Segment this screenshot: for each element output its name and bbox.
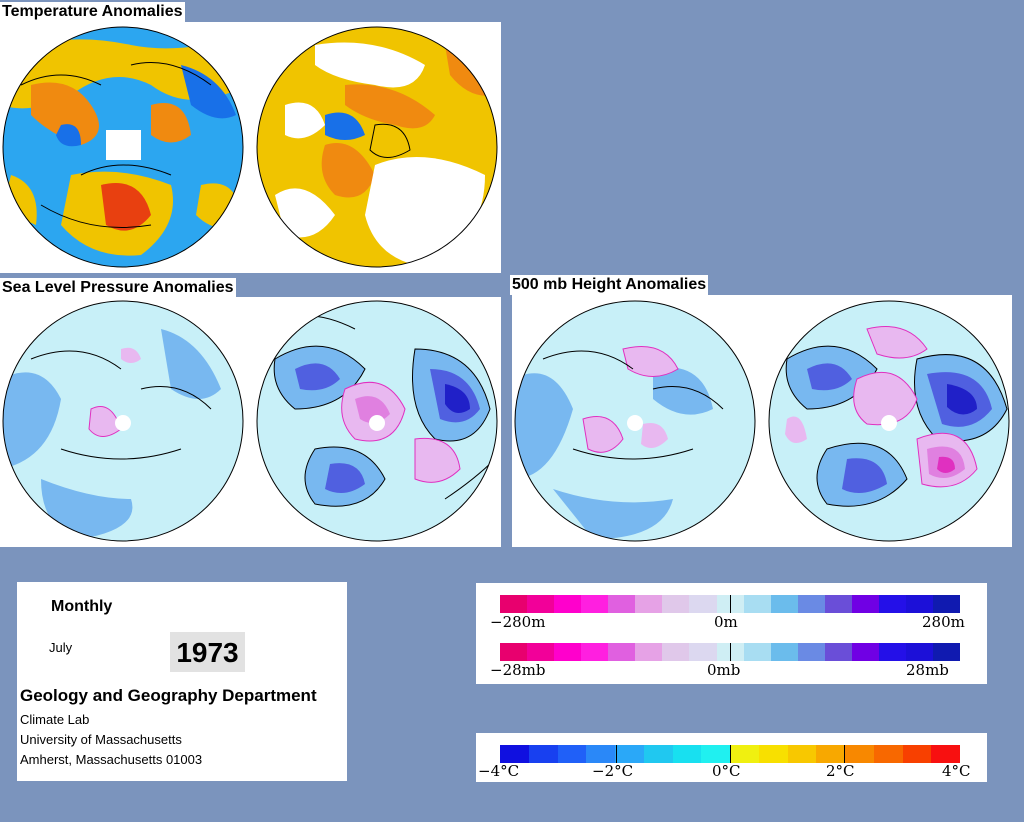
height-swatch-15	[905, 595, 933, 613]
height-swatch-2	[554, 595, 582, 613]
h500-north-globe	[514, 300, 756, 542]
month-label: July	[49, 640, 73, 655]
slp-panel	[0, 297, 501, 547]
temperature-swatch-0	[500, 745, 529, 763]
pressure-swatch-11	[797, 643, 825, 661]
pressure-swatch-9	[743, 643, 771, 661]
height-mid-label: 0m	[714, 613, 738, 631]
pressure-swatch-2	[554, 643, 582, 661]
temperature-swatch-5	[643, 745, 673, 763]
temperature-swatch-1	[528, 745, 558, 763]
lab-label: Climate Lab	[20, 712, 90, 727]
university-label: University of Massachusetts	[20, 732, 182, 747]
temp-label-neg4: −4°C	[478, 762, 520, 780]
height-swatch-16	[933, 595, 961, 613]
temperature-title: Temperature Anomalies	[0, 2, 185, 22]
pressure-max-label: 28mb	[906, 661, 949, 679]
address-label: Amherst, Massachusetts 01003	[20, 752, 203, 767]
h500-south-globe	[768, 300, 1010, 542]
temperature-swatch-8	[730, 745, 759, 763]
h500-title: 500 mb Height Anomalies	[510, 275, 709, 295]
temperature-swatch-14	[902, 745, 932, 763]
temperature-swatch-10	[787, 745, 817, 763]
pressure-min-label: −28mb	[490, 661, 546, 679]
height-swatch-4	[608, 595, 636, 613]
height-swatch-10	[770, 595, 798, 613]
height-swatch-3	[581, 595, 609, 613]
temperature-swatch-15	[931, 745, 960, 763]
temperature-panel	[0, 22, 501, 273]
temperature-swatch-2	[557, 745, 587, 763]
temperature-swatch-11	[816, 745, 845, 763]
temperature-north-globe	[2, 26, 244, 268]
height-swatch-0	[500, 595, 528, 613]
height-swatch-5	[635, 595, 663, 613]
pressure-swatch-3	[581, 643, 609, 661]
slp-title: Sea Level Pressure Anomalies	[0, 278, 236, 298]
temperature-swatch-13	[873, 745, 903, 763]
pressure-swatch-0	[500, 643, 528, 661]
pressure-swatch-4	[608, 643, 636, 661]
slp-north-globe	[2, 300, 244, 542]
temp-label-4: 4°C	[942, 762, 971, 780]
height-swatch-13	[851, 595, 879, 613]
temperature-swatch-3	[586, 745, 615, 763]
height-pressure-legend: −280m 0m 280m −28mb 0mb 28mb	[476, 583, 987, 684]
year-label: 1973	[170, 632, 245, 672]
height-swatch-7	[689, 595, 717, 613]
pressure-swatch-7	[689, 643, 717, 661]
temperature-swatch-9	[758, 745, 788, 763]
slp-south-globe	[256, 300, 498, 542]
temperature-swatch-7	[701, 745, 730, 763]
info-box: Monthly July 1973 Geology and Geography …	[17, 582, 347, 781]
pressure-swatch-1	[527, 643, 555, 661]
pressure-swatch-14	[878, 643, 906, 661]
height-swatch-1	[527, 595, 555, 613]
height-swatch-12	[824, 595, 852, 613]
h500-panel	[512, 295, 1012, 547]
period-heading: Monthly	[51, 598, 113, 615]
pressure-swatch-12	[824, 643, 852, 661]
height-swatch-11	[797, 595, 825, 613]
height-swatch-14	[878, 595, 906, 613]
height-swatch-9	[743, 595, 771, 613]
temperature-south-globe	[256, 26, 498, 268]
temperature-swatch-4	[615, 745, 644, 763]
pressure-swatch-13	[851, 643, 879, 661]
temperature-colorbar	[500, 745, 960, 763]
temperature-legend: −4°C −2°C 0°C 2°C 4°C	[476, 733, 987, 782]
pressure-swatch-10	[770, 643, 798, 661]
pressure-swatch-5	[635, 643, 663, 661]
height-swatch-6	[662, 595, 690, 613]
temp-label-0: 0°C	[712, 762, 741, 780]
temp-label-neg2: −2°C	[592, 762, 634, 780]
pressure-mid-label: 0mb	[707, 661, 741, 679]
temp-label-2: 2°C	[826, 762, 855, 780]
height-max-label: 280m	[922, 613, 965, 631]
department-label: Geology and Geography Department	[20, 686, 317, 705]
temperature-swatch-12	[845, 745, 874, 763]
height-min-label: −280m	[490, 613, 546, 631]
pressure-swatch-16	[933, 643, 961, 661]
pressure-swatch-15	[905, 643, 933, 661]
height-colorbar	[500, 595, 961, 613]
temperature-swatch-6	[672, 745, 702, 763]
pressure-colorbar	[500, 643, 961, 661]
pressure-swatch-6	[662, 643, 690, 661]
